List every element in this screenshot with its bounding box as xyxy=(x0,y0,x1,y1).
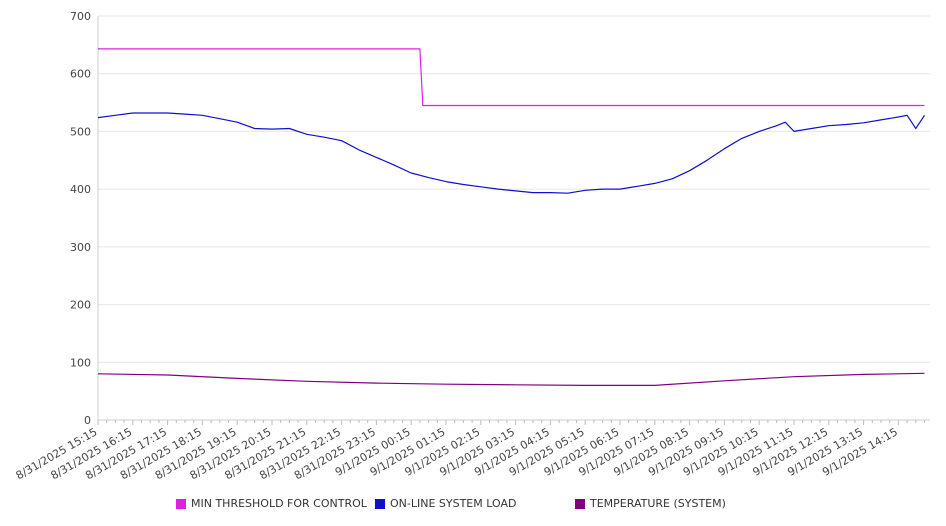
series-line-1 xyxy=(97,112,926,194)
legend-label-temperature: TEMPERATURE (SYSTEM) xyxy=(590,497,726,510)
legend-swatch-temperature xyxy=(575,498,585,509)
gridlines xyxy=(98,15,930,363)
legend-item-temperature[interactable]: TEMPERATURE (SYSTEM) xyxy=(575,497,726,510)
y-tick-label: 300 xyxy=(70,241,91,254)
y-tick-label: 0 xyxy=(84,414,91,427)
x-axis: 8/31/2025 15:158/31/2025 16:158/31/2025 … xyxy=(14,419,930,482)
series-lines xyxy=(97,48,926,386)
y-tick-label: 200 xyxy=(70,299,91,312)
y-tick-label: 100 xyxy=(70,356,91,369)
legend-item-min-threshold[interactable]: MIN THRESHOLD FOR CONTROL xyxy=(176,497,367,510)
series-line-0 xyxy=(98,48,925,107)
series-line-2 xyxy=(97,372,925,386)
y-tick-label: 400 xyxy=(70,183,91,196)
y-tick-label: 700 xyxy=(70,10,91,23)
legend-item-system-load[interactable]: ON-LINE SYSTEM LOAD xyxy=(375,497,516,510)
legend-label-min-threshold: MIN THRESHOLD FOR CONTROL xyxy=(191,497,367,510)
legend-swatch-system-load xyxy=(375,498,385,509)
legend: MIN THRESHOLD FOR CONTROL ON-LINE SYSTEM… xyxy=(0,497,946,515)
legend-swatch-min-threshold xyxy=(176,498,186,509)
y-tick-label: 600 xyxy=(70,68,91,81)
legend-label-system-load: ON-LINE SYSTEM LOAD xyxy=(390,497,517,510)
y-tick-label: 500 xyxy=(70,125,91,138)
y-axis: 0 100 200 300 400 500 600 700 xyxy=(70,10,99,427)
